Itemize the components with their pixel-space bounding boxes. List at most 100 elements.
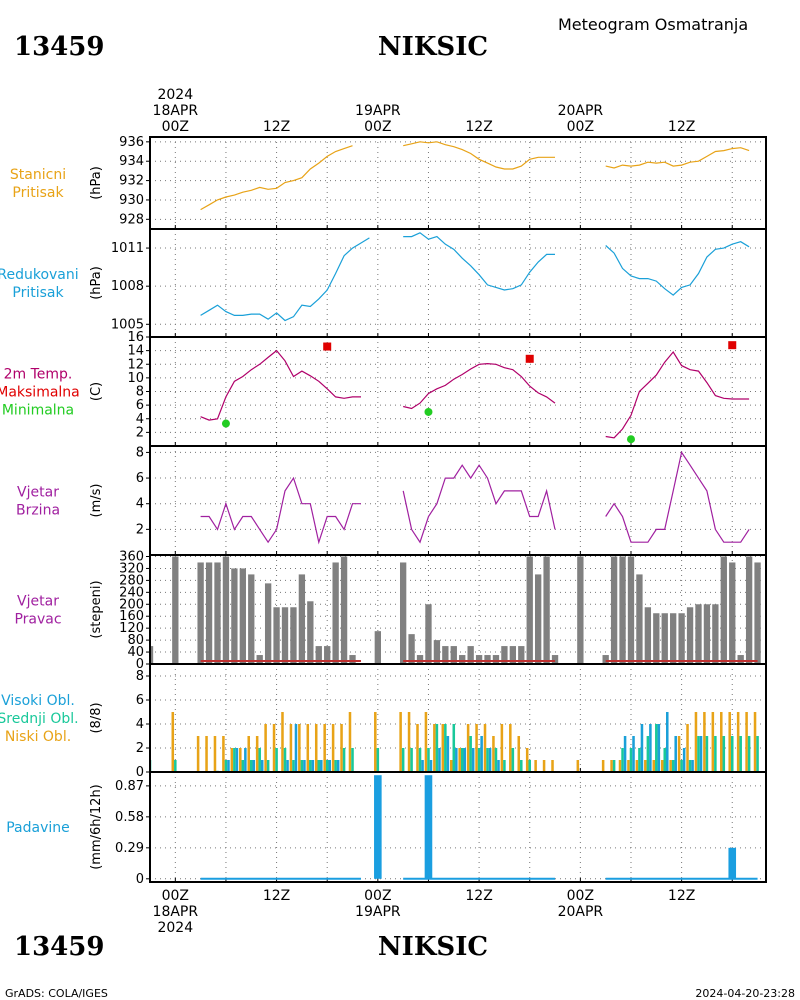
bar-mark [290, 607, 297, 664]
bar-mark [627, 556, 635, 664]
meteogram-title: Meteogram Osmatranja [558, 15, 748, 34]
bar-mark [528, 760, 531, 772]
unit-label: (stepeni) [89, 580, 104, 638]
bar-mark [196, 736, 200, 772]
panel-frame [149, 228, 767, 338]
bar-mark [475, 655, 483, 664]
bar-mark [509, 646, 517, 664]
y-tick-label: 2 [136, 741, 144, 756]
bar-mark [317, 760, 321, 772]
bar-mark [526, 556, 533, 664]
bar-mark [294, 724, 298, 772]
bar-mark [649, 724, 652, 772]
bar-mark [348, 712, 352, 772]
bar-mark [503, 760, 506, 772]
bar-mark [323, 724, 326, 772]
max-temp-marker [323, 342, 332, 351]
bar-mark [695, 604, 702, 664]
bar-mark [636, 574, 643, 664]
station-id-bottom: 13459 [14, 932, 104, 962]
bar-mark [241, 760, 245, 772]
bar-mark [351, 748, 354, 772]
bar-mark [534, 760, 537, 772]
bar-mark [730, 736, 734, 772]
bar-mark [705, 736, 709, 772]
bar-mark [612, 760, 616, 772]
bar-mark [264, 583, 272, 664]
bar-mark [311, 760, 315, 772]
bar-mark [671, 760, 675, 772]
min-temp-marker [424, 407, 433, 416]
bar-mark [418, 748, 422, 772]
max-temp-marker [525, 354, 534, 363]
bar-mark [484, 655, 491, 664]
bar-mark [300, 760, 304, 772]
bar-mark [408, 634, 415, 664]
y-tick-label: 360 [119, 549, 144, 564]
bar-mark [258, 748, 261, 772]
bar-mark [621, 748, 624, 772]
bar-mark [745, 556, 753, 664]
series-line [403, 362, 556, 410]
bar-mark [433, 640, 441, 664]
unit-label: (C) [89, 382, 104, 401]
city-title-top: NIKSIC [378, 32, 488, 62]
top-time-label: 20APR [558, 103, 604, 119]
bar-mark [669, 760, 672, 772]
y-tick-label: 0.58 [115, 810, 144, 825]
max-temp-marker [728, 341, 737, 350]
y-tick-label: 240 [119, 585, 144, 600]
series-line [403, 141, 555, 170]
bar-mark [286, 760, 289, 772]
y-tick-label: 0 [136, 872, 144, 887]
bar-mark [298, 574, 306, 664]
bar-mark [509, 724, 512, 772]
bar-mark [450, 646, 457, 664]
y-tick-label: 6 [136, 398, 144, 413]
bar-mark [230, 748, 234, 772]
bottom-time-label: 12Z [465, 888, 492, 904]
bar-mark [644, 607, 652, 664]
bar-mark [407, 712, 411, 772]
bar-mark [492, 655, 500, 664]
bar-mark [501, 646, 508, 664]
bar-mark [686, 724, 689, 772]
bar-mark [281, 607, 289, 664]
bar-mark [699, 736, 703, 772]
bar-mark [449, 760, 453, 772]
bar-mark [292, 760, 295, 772]
y-tick-label: 40 [127, 645, 144, 660]
bar-mark [678, 613, 685, 664]
panel-frame [149, 771, 767, 883]
bar-mark [486, 748, 489, 772]
bar-mark [638, 748, 641, 772]
series-line [605, 350, 750, 439]
bar-mark [602, 655, 609, 664]
y-tick-label: 80 [127, 633, 144, 648]
bar-mark [214, 562, 221, 664]
bar-mark [435, 724, 439, 772]
bar-mark [551, 655, 559, 664]
bar-mark [424, 712, 428, 772]
panel-frame [149, 445, 767, 556]
panel-label: Redukovani [0, 267, 79, 283]
series-line [402, 464, 556, 544]
bar-mark [171, 712, 175, 772]
bar-mark [610, 556, 618, 664]
bar-mark [632, 736, 635, 772]
panel-label: Visoki Obl. [1, 693, 75, 709]
city-title-bottom: NIKSIC [378, 932, 488, 962]
bar-mark [635, 760, 639, 772]
y-tick-label: 936 [119, 135, 144, 150]
bar-mark [442, 646, 449, 664]
y-tick-label: 8 [136, 385, 144, 400]
bar-mark [266, 760, 270, 772]
panel-label: Niski Obl. [5, 729, 71, 745]
bar-mark [655, 724, 658, 772]
panel-frame [149, 663, 767, 773]
y-tick-label: 10 [127, 371, 144, 386]
bar-mark [739, 736, 742, 772]
timestamp-text: 2024-04-20-23:28 [695, 987, 795, 1000]
station-id-top: 13459 [14, 32, 104, 62]
